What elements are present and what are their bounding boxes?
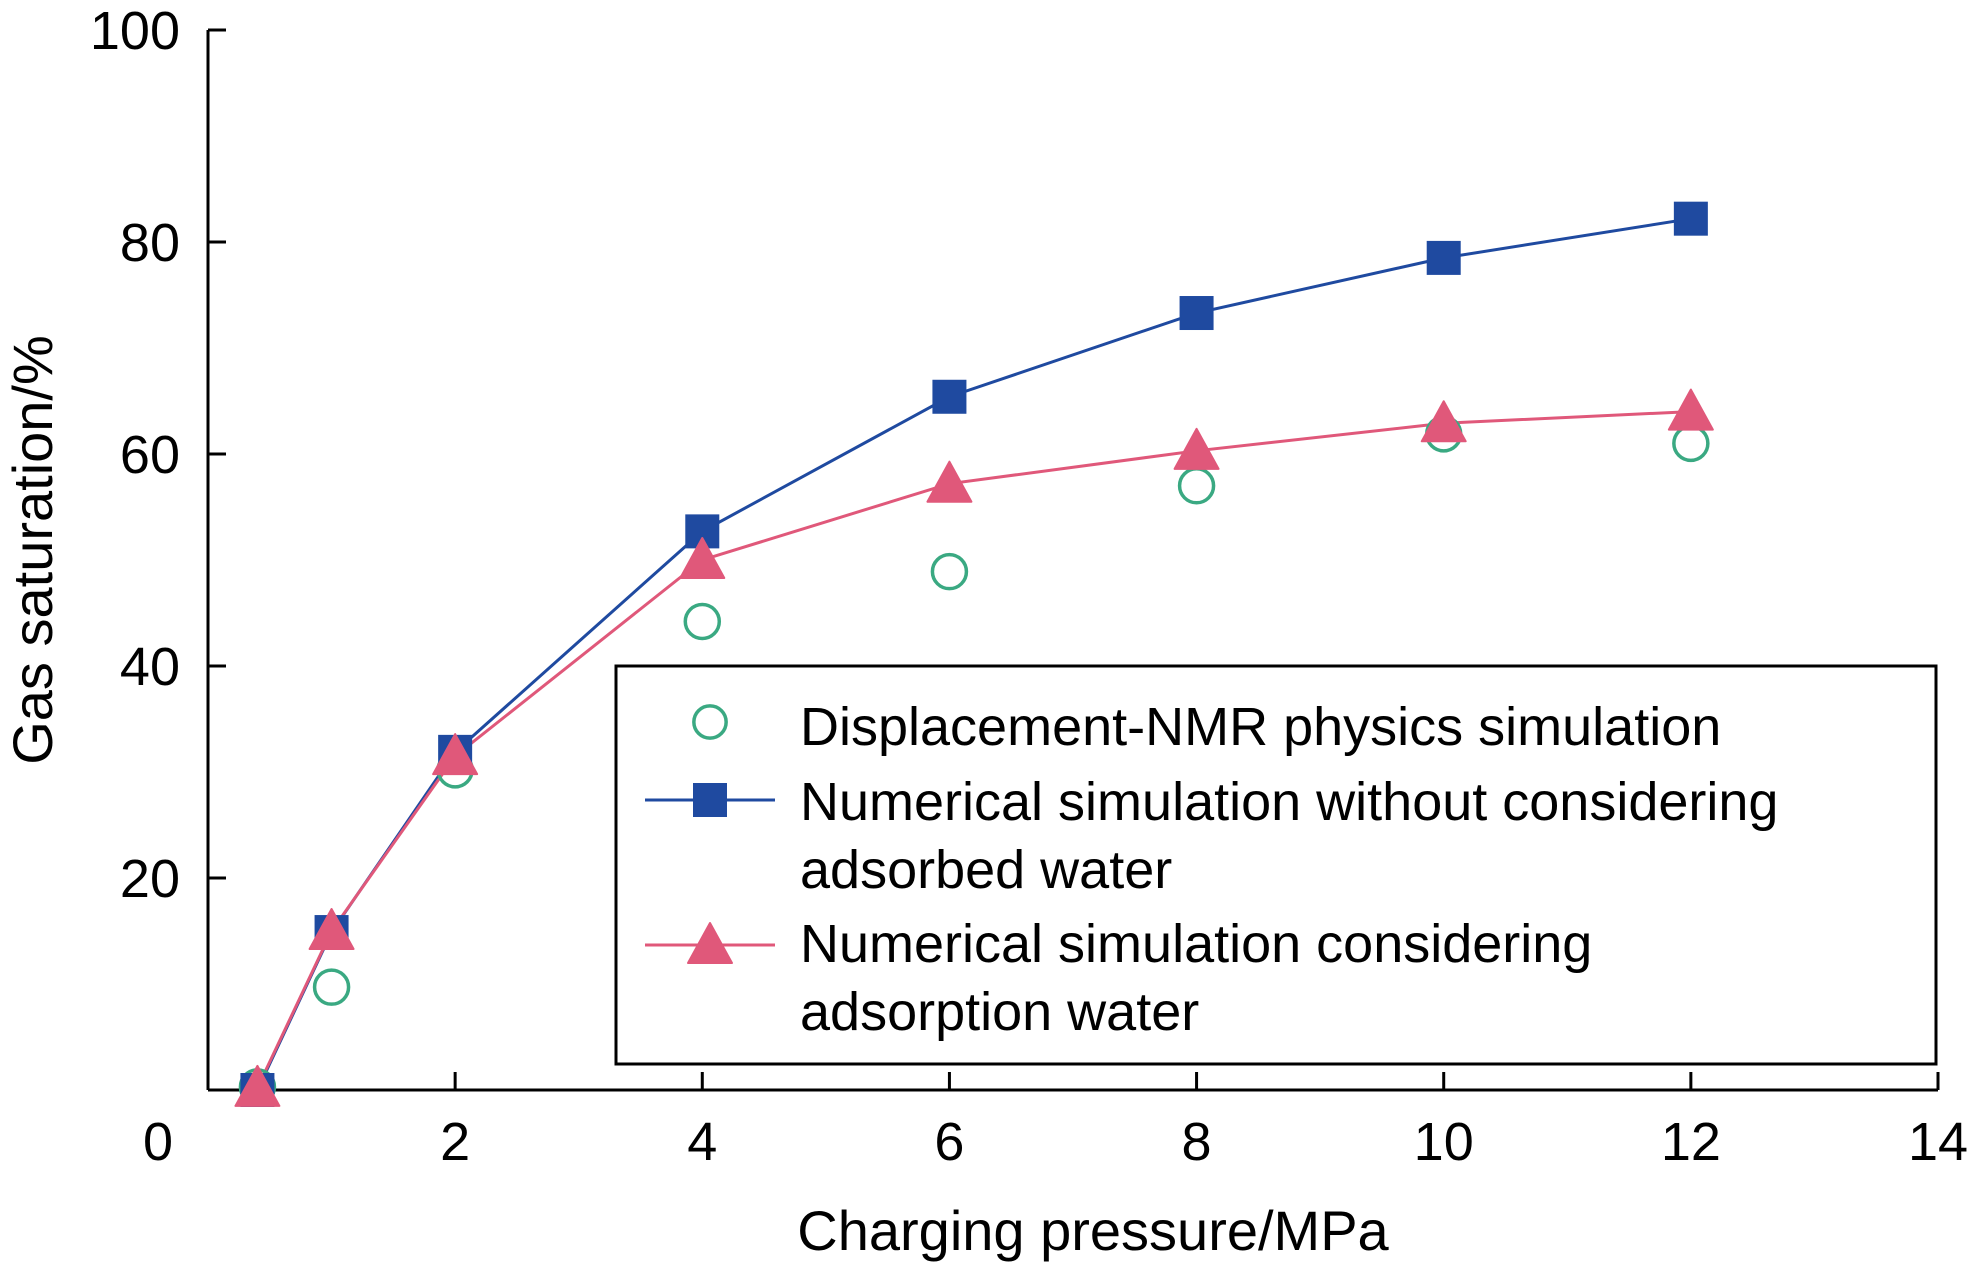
data-point-s1-5 (1179, 296, 1214, 331)
data-point-s0-5 (1177, 467, 1216, 505)
data-point-s1-6 (1426, 240, 1461, 275)
data-point-s2-4 (926, 460, 973, 503)
data-point-s0-3 (683, 602, 722, 641)
legend-marker-1 (693, 783, 727, 817)
data-point-s1-7 (1673, 201, 1708, 236)
legend-label-2-line1: adsorption water (800, 982, 1199, 1042)
plot-area (234, 201, 1714, 1107)
x-tick-label: 2 (440, 1112, 470, 1172)
x-tick-label: 8 (1182, 1112, 1212, 1172)
legend-label-1-line0: Numerical simulation without considering (800, 772, 1778, 832)
y-axis-label: Gas saturation/% (1, 335, 64, 765)
x-tick-label: 0 (143, 1112, 173, 1172)
x-tick-label: 6 (934, 1112, 964, 1172)
x-axis-label: Charging pressure/MPa (797, 1199, 1389, 1262)
x-tick-label: 12 (1661, 1112, 1721, 1172)
legend-marker-2 (687, 922, 733, 965)
data-point-s2-5 (1173, 427, 1220, 470)
legend-marker-0 (692, 704, 728, 740)
data-point-s2-7 (1667, 388, 1714, 431)
data-point-s2-0 (234, 1064, 281, 1107)
data-point-s2-1 (308, 908, 355, 951)
y-tick-label: 80 (120, 213, 180, 273)
x-tick-label: 4 (687, 1112, 717, 1172)
legend-label-1-line1: adsorbed water (800, 840, 1172, 900)
data-point-s0-4 (930, 552, 969, 591)
y-tick-label: 20 (120, 849, 180, 909)
data-point-s0-1 (312, 968, 351, 1006)
y-tick-label: 60 (120, 425, 180, 485)
legend-label-2-line0: Numerical simulation considering (800, 914, 1592, 974)
data-point-s2-3 (679, 537, 726, 580)
data-point-s1-4 (932, 379, 967, 414)
data-point-s2-2 (432, 733, 479, 776)
data-point-s0-7 (1672, 424, 1710, 463)
y-tick-label: 100 (90, 1, 180, 61)
legend-box (614, 664, 1938, 1066)
x-tick-label: 10 (1414, 1112, 1474, 1172)
y-tick-label: 40 (120, 637, 180, 697)
data-point-s2-6 (1420, 400, 1467, 443)
x-tick-label: 14 (1908, 1112, 1968, 1172)
legend-label-0: Displacement-NMR physics simulation (800, 697, 1721, 757)
legend: Displacement-NMR physics simulation Numer… (614, 664, 1938, 1066)
series-line-2 (256, 410, 1691, 1089)
